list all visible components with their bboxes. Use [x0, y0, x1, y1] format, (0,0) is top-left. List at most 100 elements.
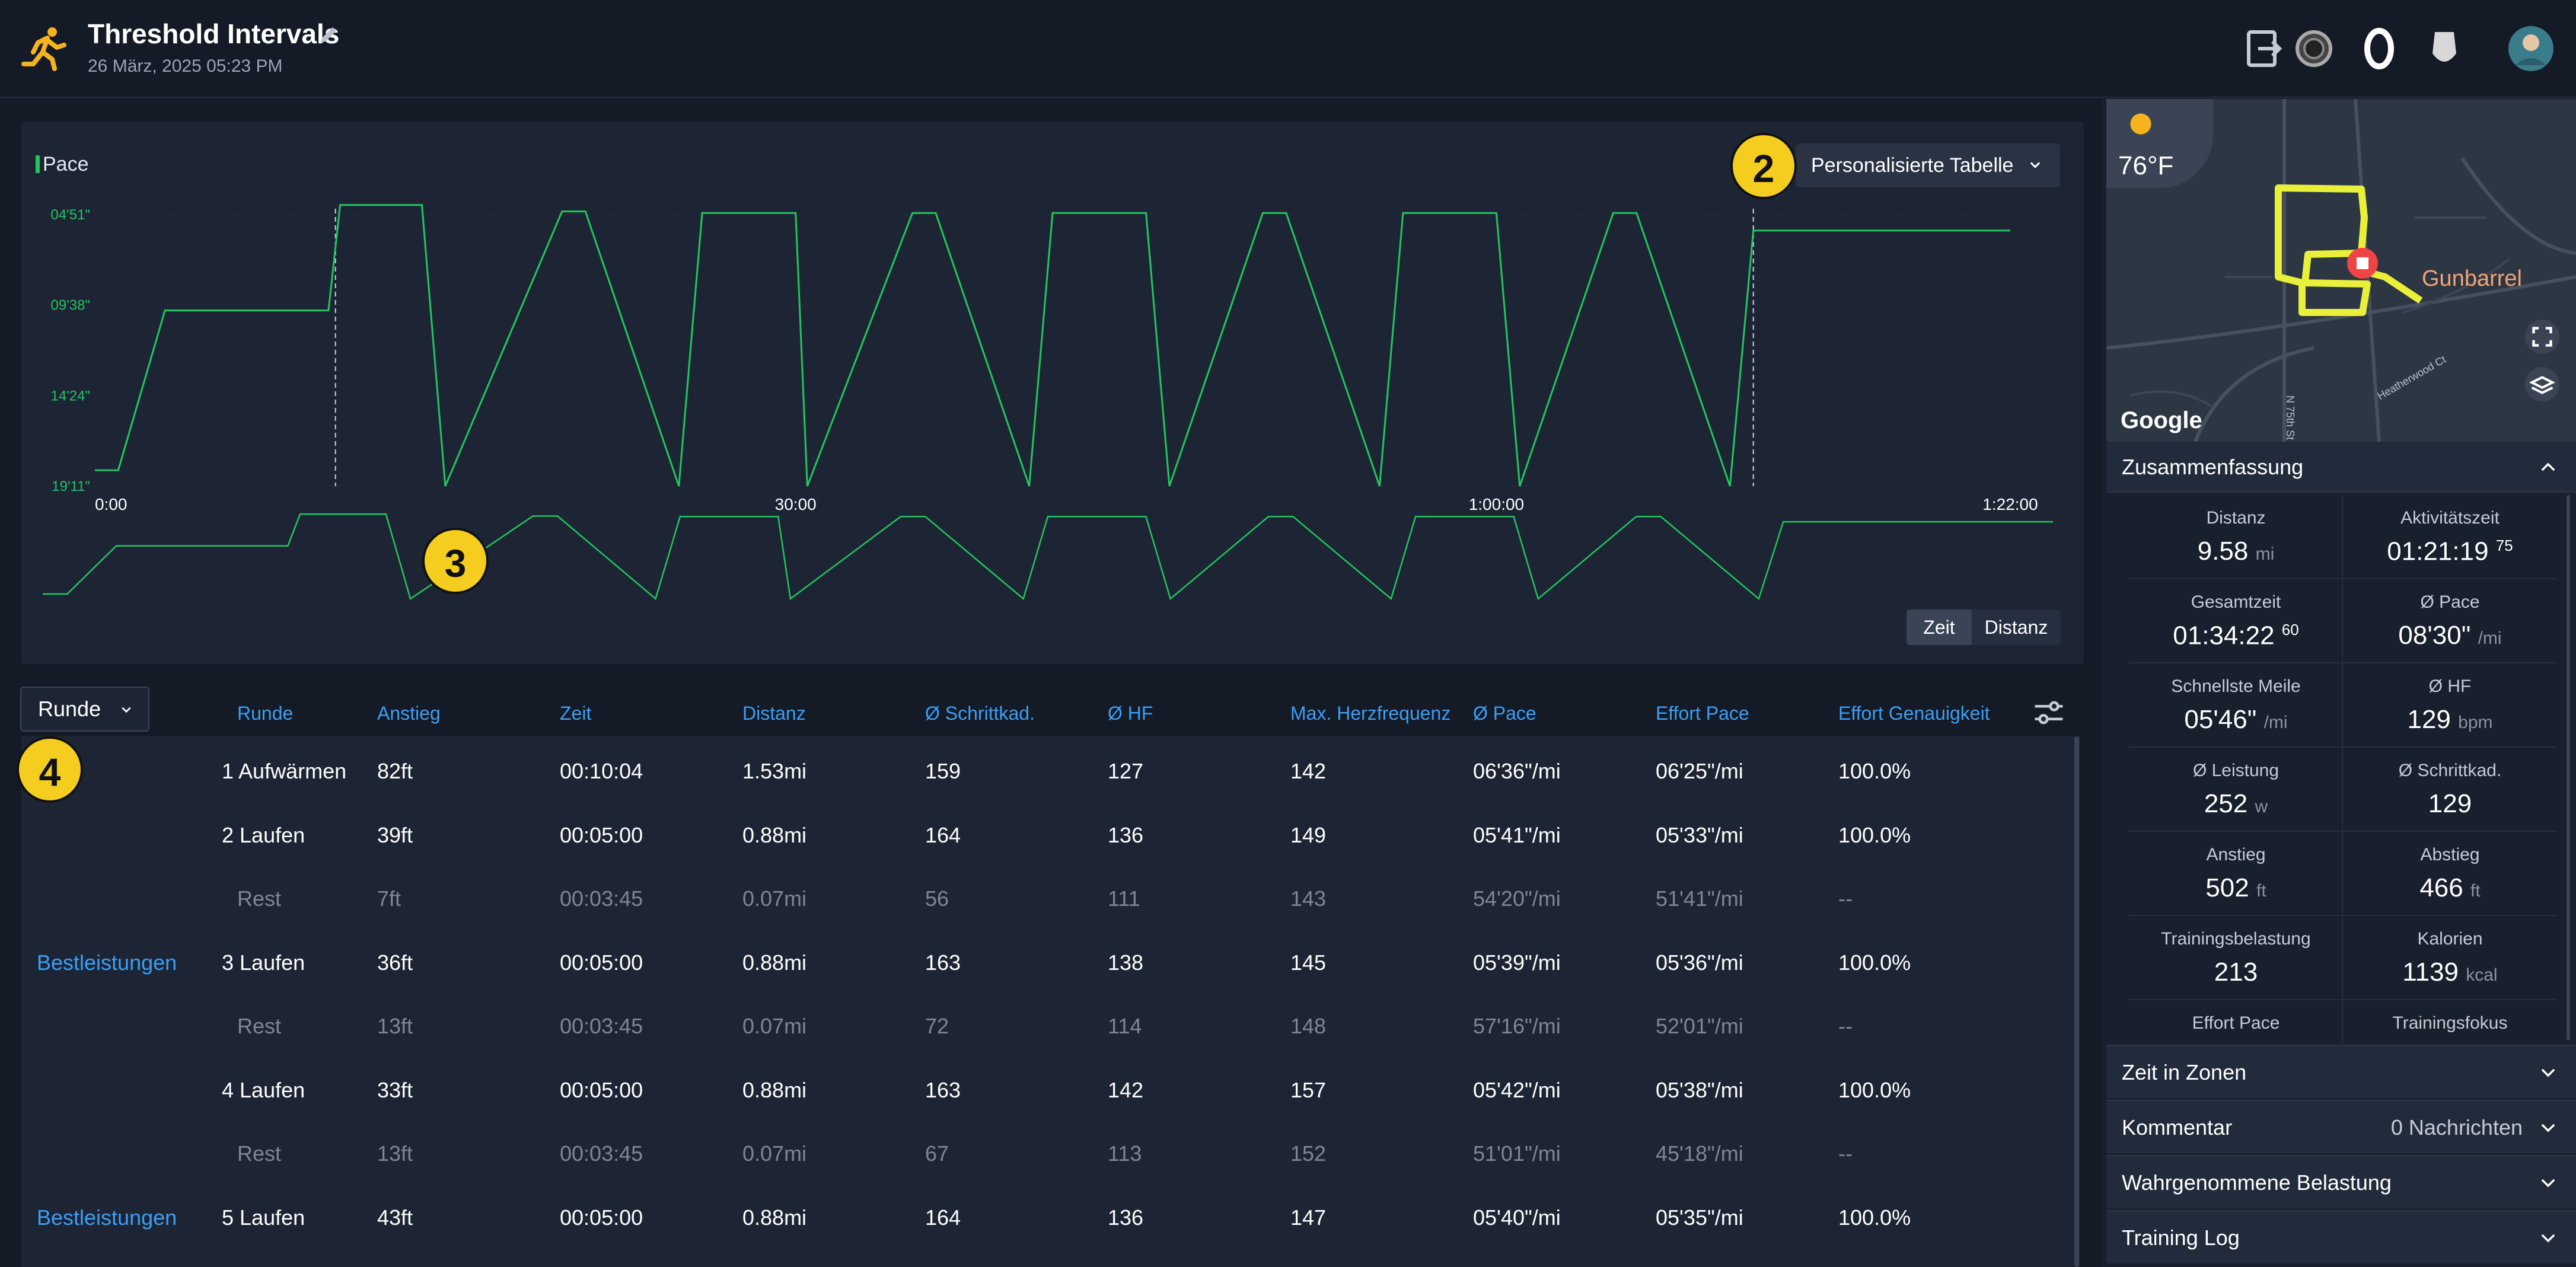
table-cell: 43ft — [377, 1205, 413, 1230]
table-cell: 1 Aufwärmen — [222, 759, 347, 783]
x-tick-label: 1:22:00 — [1982, 495, 2038, 513]
table-row[interactable] — [21, 811, 2073, 870]
device-ring-icon[interactable] — [2355, 25, 2403, 72]
chart-panel — [21, 122, 2084, 664]
stat-number: 05'46" — [2184, 705, 2257, 734]
col-header[interactable]: Ø Schrittkad. — [925, 703, 1035, 724]
device-watch-icon[interactable] — [2290, 25, 2338, 72]
activity-date: 26 März, 2025 05:23 PM — [88, 56, 283, 76]
edit-icon[interactable] — [317, 23, 341, 46]
table-row[interactable] — [21, 875, 2073, 934]
summary-stat: Aktivitätszeit 01:21:19 75 — [2343, 495, 2557, 579]
col-header[interactable]: Effort Genauigkeit — [1838, 703, 1990, 724]
table-cell: 5 Laufen — [222, 1205, 305, 1230]
table-cell: 06'25"/mi — [1656, 759, 1743, 783]
summary-title: Zusammenfassung — [2122, 455, 2304, 479]
summary-stat-value: 129 — [2343, 789, 2557, 819]
summary-stat: Kalorien 1139 kcal — [2343, 916, 2557, 1000]
table-row[interactable] — [21, 1193, 2073, 1253]
summary-stat-value: 129 bpm — [2343, 705, 2557, 735]
table-cell: 163 — [925, 950, 961, 975]
accordion-title: Training Log — [2122, 1225, 2240, 1250]
y-tick-label: 09'38" — [51, 298, 91, 314]
table-cell: 100.0% — [1838, 1077, 1911, 1102]
accordion-section[interactable]: Wahrgenommene Belastung — [2106, 1155, 2576, 1208]
pace-series-line[interactable] — [95, 204, 2010, 487]
col-header[interactable]: Distanz — [742, 703, 806, 724]
layers-icon[interactable] — [2525, 367, 2559, 401]
overview-chart[interactable] — [43, 510, 2053, 605]
table-cell: 1.53mi — [742, 759, 807, 783]
table-cell: 157 — [1290, 1077, 1327, 1102]
table-view-dropdown[interactable]: Personalisierte Tabelle — [1796, 143, 2060, 187]
summary-header[interactable]: Zusammenfassung — [2106, 442, 2576, 493]
fullscreen-icon[interactable] — [2525, 320, 2559, 354]
toggle-distanz[interactable]: Distanz — [1972, 609, 2061, 645]
table-cell: 00:03:45 — [560, 886, 643, 911]
device-pod-icon[interactable] — [2421, 25, 2468, 72]
table-cell: 147 — [1290, 1205, 1327, 1230]
summary-stat-value: 05'46" /mi — [2129, 705, 2343, 735]
table-row[interactable] — [21, 939, 2073, 998]
table-cell: 00:05:00 — [560, 1205, 643, 1230]
best-effort-link[interactable]: Bestleistungen — [37, 1205, 177, 1230]
col-header[interactable]: Zeit — [560, 703, 592, 724]
pace-legend[interactable]: Pace — [36, 153, 89, 175]
table-row[interactable] — [21, 1066, 2073, 1125]
col-header[interactable]: Effort Pace — [1656, 703, 1749, 724]
sun-icon — [2130, 113, 2151, 135]
map-roads — [2106, 99, 2576, 442]
stat-number: 08'30" — [2398, 621, 2471, 650]
table-cell: 13ft — [377, 1014, 413, 1038]
table-cell: 159 — [925, 759, 961, 783]
table-cell: 0.88mi — [742, 1205, 807, 1230]
summary-stat: Ø HF 129 bpm — [2343, 663, 2557, 748]
col-header[interactable]: Ø HF — [1108, 703, 1153, 724]
group-select[interactable]: Runde — [20, 687, 149, 732]
user-avatar[interactable] — [2507, 25, 2555, 72]
accordion-section[interactable]: Kommentar 0 Nachrichten — [2106, 1100, 2576, 1153]
col-header[interactable]: Anstieg — [377, 703, 441, 724]
summary-scrollbar[interactable] — [2567, 495, 2570, 1041]
column-settings-icon[interactable] — [2033, 698, 2065, 727]
summary-stat: Distanz 9.58 mi — [2129, 495, 2343, 579]
export-icon[interactable] — [2239, 25, 2287, 72]
accordion-section[interactable]: Training Log — [2106, 1210, 2576, 1263]
best-effort-link[interactable]: Bestleistungen — [37, 950, 177, 975]
toggle-zeit[interactable]: Zeit — [1907, 609, 1972, 645]
summary-stat: Abstieg 466 ft — [2343, 832, 2557, 916]
table-cell: 2 Laufen — [222, 822, 305, 847]
table-cell: 114 — [1108, 1014, 1142, 1038]
summary-stat: Ø Schrittkad. 129 — [2343, 748, 2557, 832]
col-header[interactable]: Ø Pace — [1473, 703, 1536, 724]
table-cell: 00:03:45 — [560, 1014, 643, 1038]
accordion-section[interactable]: Zeit in Zonen — [2106, 1045, 2576, 1098]
summary-stat-value: 01:34:22 60 — [2129, 621, 2343, 651]
table-row[interactable] — [21, 1129, 2073, 1189]
pace-line-chart[interactable]: 04'51" 09'38" 14'24" 19'11" 0:00 30:00 1:00:00… — [36, 202, 2064, 522]
laps-table — [21, 736, 2080, 1267]
pace-series-line[interactable] — [43, 513, 2053, 601]
top-header: Threshold Intervals 26 März, 2025 05:23 … — [0, 0, 2576, 98]
summary-stat-label: Ø Pace — [2420, 592, 2480, 612]
summary-stat-label: Ø Schrittkad. — [2398, 761, 2502, 780]
col-header[interactable]: Max. Herzfrequenz — [1290, 703, 1451, 724]
table-cell: 33ft — [377, 1077, 413, 1102]
table-scrollbar[interactable] — [2074, 736, 2079, 1267]
summary-stat-value: 08'30" /mi — [2343, 621, 2557, 650]
col-header[interactable]: Runde — [237, 703, 294, 724]
map-place-label: Gunbarrel — [2422, 266, 2522, 291]
y-tick-label: 19'11" — [52, 478, 90, 494]
summary-stat-value: 252 w — [2129, 789, 2343, 819]
summary-stat-label: Ø Leistung — [2192, 761, 2279, 780]
route-map[interactable]: 76°F Gunbarrel N 75th St Heatherwood Ct … — [2106, 99, 2576, 442]
x-tick-label: 1:00:00 — [1469, 495, 1524, 513]
summary-stat-label: Schnellste Meile — [2171, 676, 2301, 696]
table-row[interactable] — [21, 1002, 2073, 1061]
table-cell: 0.07mi — [742, 1014, 807, 1038]
stat-number: 213 — [2214, 958, 2258, 987]
table-cell: 56 — [925, 886, 949, 911]
stat-unit: 60 — [2281, 621, 2299, 639]
summary-stat-label: Effort Pace — [2192, 1013, 2280, 1033]
table-cell: 145 — [1290, 950, 1327, 975]
